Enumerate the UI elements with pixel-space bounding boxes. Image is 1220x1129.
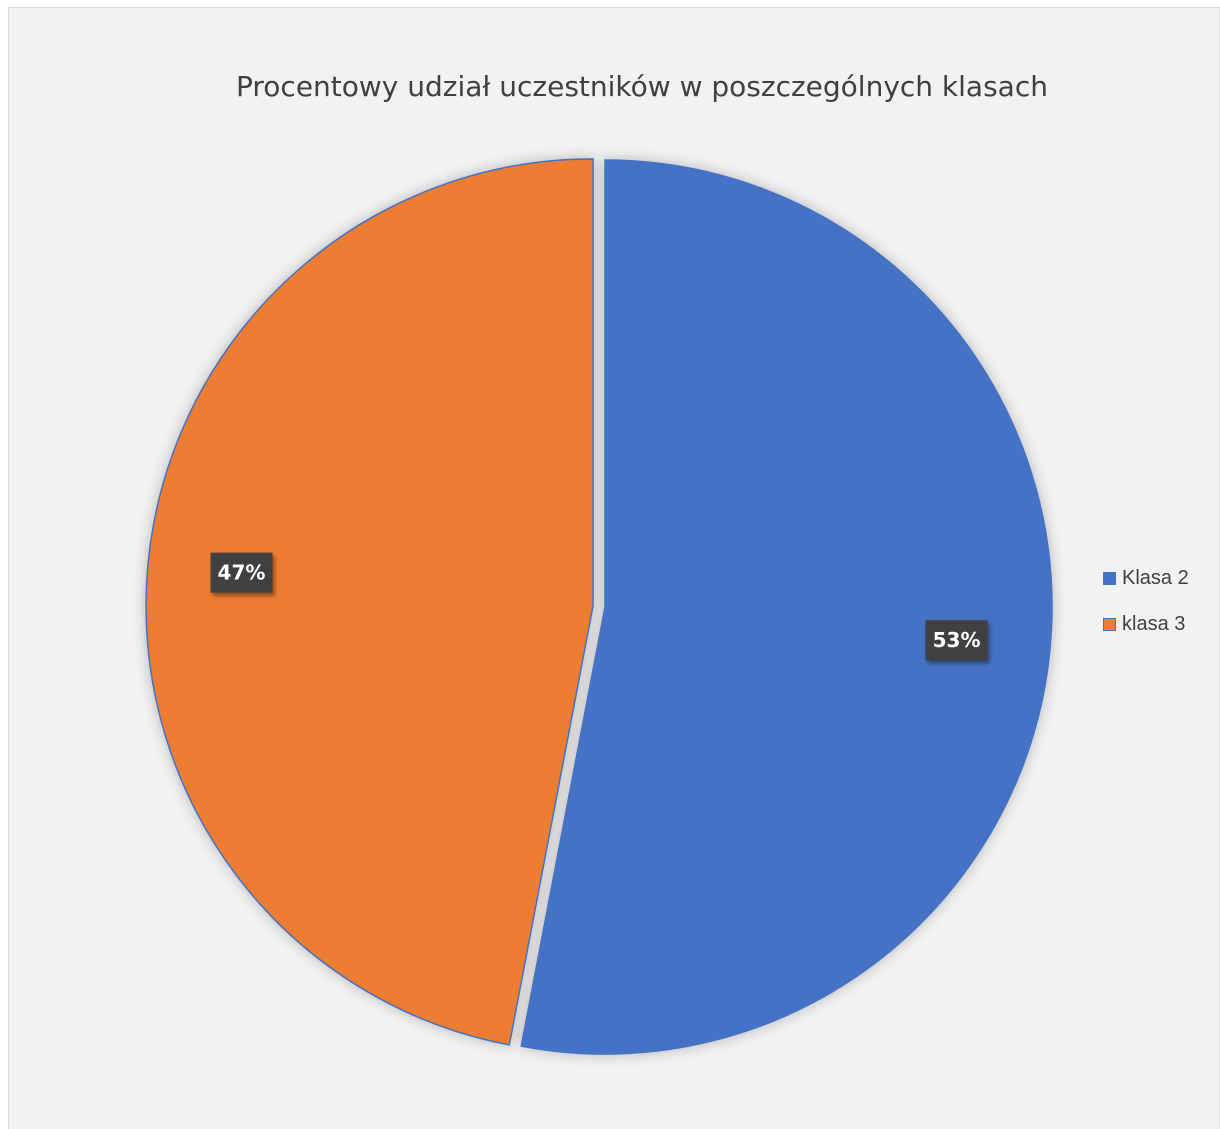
pie-slice-klasa-3	[145, 158, 594, 1046]
data-label-klasa-3: 47%	[210, 552, 273, 593]
legend-item-klasa-2: Klasa 2	[1103, 566, 1189, 591]
data-label-box	[210, 552, 273, 593]
legend-swatch-klasa-3	[1103, 618, 1116, 631]
pie-slice-klasa-2	[520, 159, 1053, 1055]
data-label-text: 53%	[933, 628, 981, 652]
data-label-text: 47%	[218, 561, 266, 585]
chart-title: Procentowy udział uczestników w poszczeg…	[236, 70, 1048, 103]
legend-swatch-klasa-2	[1103, 572, 1116, 585]
legend: Klasa 2 klasa 3	[1103, 566, 1189, 658]
legend-item-klasa-3: klasa 3	[1103, 612, 1189, 637]
legend-label: Klasa 2	[1122, 567, 1189, 589]
data-label-klasa-2: 53%	[925, 620, 988, 661]
data-label-box	[925, 620, 988, 661]
legend-label: klasa 3	[1122, 613, 1186, 635]
